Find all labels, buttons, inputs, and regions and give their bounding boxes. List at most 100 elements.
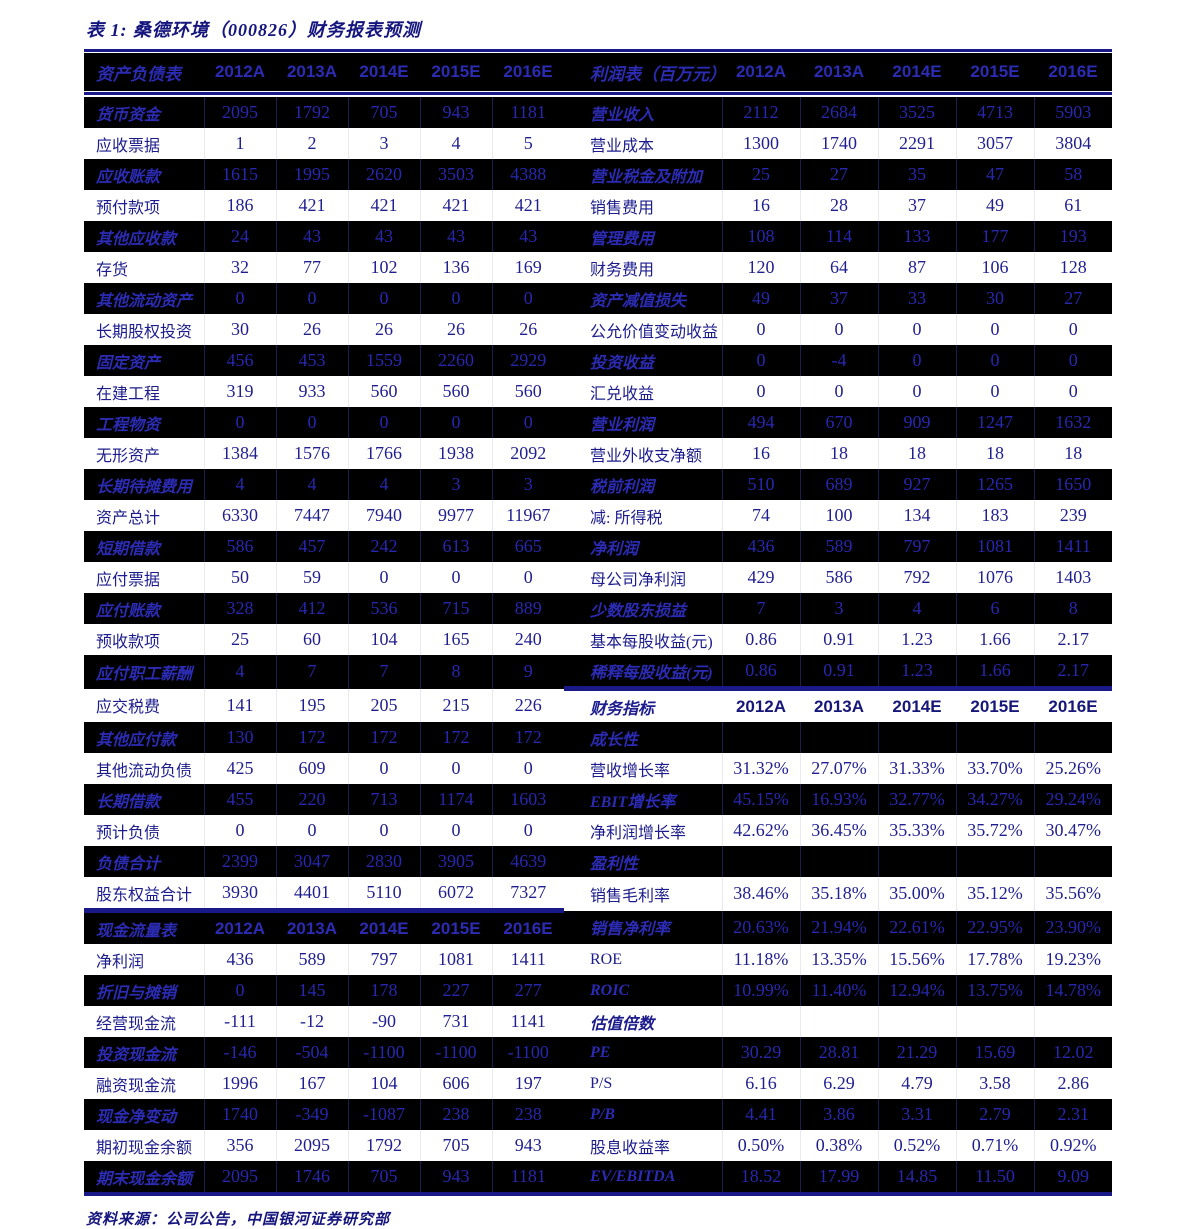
value-cell: 20.63%: [721, 910, 800, 944]
value-cell: 3.58: [955, 1068, 1034, 1099]
value-cell: 227: [419, 975, 492, 1006]
value-cell: 3057: [955, 128, 1034, 159]
value-cell: 0: [955, 345, 1034, 376]
value-cell: 3.31: [877, 1099, 956, 1130]
table-row: 其他应收款 24 43 43 43 43 管理费用 108 114 133 177 193: [84, 221, 1112, 252]
value-cell: 45.15%: [721, 784, 800, 815]
row-label: 应付职工薪酬: [96, 665, 193, 683]
row-label: 净利润: [96, 953, 145, 971]
table-header-row: 资产负债表 2012A 2013A 2014E 2015E 2016E 利润表（百万元） 20…: [84, 53, 1112, 91]
table-bottom-border: [84, 1192, 1112, 1196]
section-label: 盈利性: [590, 855, 639, 873]
value-cell: 14.85: [877, 1161, 956, 1192]
value-cell: 18: [877, 438, 956, 469]
year-header-cell: 2012A: [735, 62, 787, 81]
value-cell: 49: [955, 190, 1034, 221]
year-header-cell: 2015E: [956, 686, 1034, 722]
value-cell: 0: [347, 815, 420, 846]
row-label: 汇兑收益: [590, 385, 655, 403]
row-label: 工程物资: [96, 416, 161, 434]
value-cell: 16: [721, 190, 800, 221]
table-row: 无形资产 1384 1576 1766 1938 2092 营业外收支净额 16 18 18 18 1…: [84, 438, 1112, 469]
value-cell: 2291: [877, 128, 956, 159]
value-cell: 35.18%: [799, 877, 878, 911]
value-cell: 2620: [347, 159, 420, 190]
value-cell: 61: [1033, 190, 1112, 221]
value-cell: 32: [203, 252, 276, 283]
value-cell: 60: [275, 624, 348, 655]
value-cell: 25.26%: [1033, 753, 1112, 784]
value-cell: 2095: [203, 1161, 276, 1192]
value-cell: -1100: [491, 1037, 564, 1068]
value-cell: 87: [877, 252, 956, 283]
value-cell: 28.81: [799, 1037, 878, 1068]
value-cell: 11.18%: [721, 944, 800, 975]
row-label: 应付账款: [96, 602, 161, 620]
value-cell: 1081: [955, 531, 1034, 562]
value-cell: 43: [275, 221, 348, 252]
value-cell: 613: [419, 531, 492, 562]
value-cell: 586: [203, 531, 276, 562]
value-cell: 0.91: [799, 655, 878, 689]
value-cell: 0: [347, 562, 420, 593]
value-cell: 0.71%: [955, 1130, 1034, 1161]
value-cell: 15.56%: [877, 944, 956, 975]
value-cell: 9977: [419, 500, 492, 531]
row-label: 货币资金: [96, 106, 161, 124]
value-cell: 0: [419, 283, 492, 314]
value-cell: 1.66: [955, 624, 1034, 655]
row-label: 应交税费: [96, 699, 161, 717]
value-cell: 1.23: [877, 655, 956, 689]
value-cell: 0: [491, 815, 564, 846]
value-cell: 328: [203, 593, 276, 624]
value-cell: 43: [491, 221, 564, 252]
value-cell: -146: [203, 1037, 276, 1068]
value-cell: 9: [491, 655, 564, 689]
value-cell: 4.79: [877, 1068, 956, 1099]
row-label: 期末现金余额: [96, 1170, 193, 1188]
value-cell: 0: [203, 283, 276, 314]
value-cell: 536: [347, 593, 420, 624]
value-cell: 19.23%: [1033, 944, 1112, 975]
value-cell: 1181: [491, 97, 564, 128]
value-cell: 4: [419, 128, 492, 159]
value-cell: 1938: [419, 438, 492, 469]
value-cell: 9.09: [1033, 1161, 1112, 1192]
table-row: 负债合计 2399 3047 2830 3905 4639 盈利性: [84, 846, 1112, 877]
value-cell: 0: [1033, 314, 1112, 345]
value-cell: 943: [419, 1161, 492, 1192]
row-label: 营业成本: [590, 137, 655, 155]
value-cell: 421: [347, 190, 420, 221]
value-cell: 0: [877, 314, 956, 345]
value-cell: 889: [491, 593, 564, 624]
value-cell: 560: [347, 376, 420, 407]
value-cell: 172: [491, 722, 564, 753]
value-cell: 0: [1033, 376, 1112, 407]
value-cell: 4639: [491, 846, 564, 877]
value-cell: 4: [347, 469, 420, 500]
cell: [877, 1006, 956, 1037]
value-cell: 77: [275, 252, 348, 283]
value-cell: 226: [491, 688, 564, 722]
value-cell: 2095: [203, 97, 276, 128]
value-cell: 130: [203, 722, 276, 753]
title-divider: [84, 49, 1112, 52]
value-cell: 1384: [203, 438, 276, 469]
value-cell: 17.99: [799, 1161, 878, 1192]
table-row: 期末现金余额 2095 1746 705 943 1181 EV/EBITDA 18.52 17…: [84, 1161, 1112, 1192]
value-cell: 167: [275, 1068, 348, 1099]
row-label: EV/EBITDA: [590, 1167, 676, 1185]
value-cell: 0: [955, 376, 1034, 407]
year-header-cell: 2014E: [348, 908, 420, 944]
value-cell: 943: [419, 97, 492, 128]
value-cell: 134: [877, 500, 956, 531]
value-cell: 2112: [721, 97, 800, 128]
value-cell: 11.50: [955, 1161, 1034, 1192]
value-cell: 665: [491, 531, 564, 562]
value-cell: 5903: [1033, 97, 1112, 128]
value-cell: 43: [419, 221, 492, 252]
value-cell: 909: [877, 407, 956, 438]
value-cell: 3930: [203, 877, 276, 911]
value-cell: 2095: [275, 1130, 348, 1161]
value-cell: 421: [491, 190, 564, 221]
